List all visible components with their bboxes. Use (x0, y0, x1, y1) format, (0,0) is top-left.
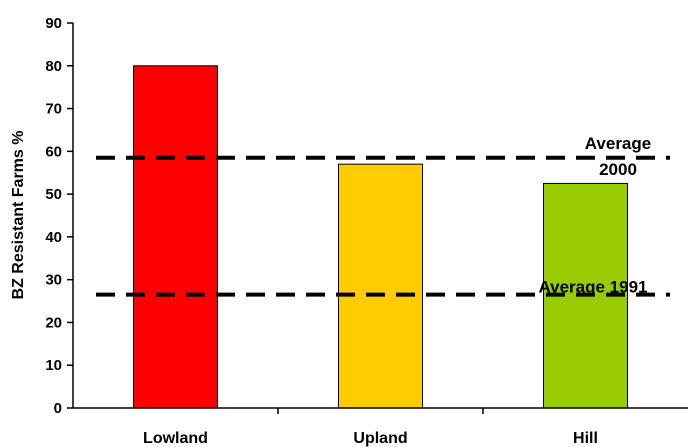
bar-upland (338, 163, 423, 409)
x-axis-ticks: Lowland Upland Hill (143, 408, 598, 447)
y-tick-label: 70 (45, 101, 62, 118)
y-tick-label: 0 (54, 400, 62, 417)
x-tick-label: Upland (353, 430, 407, 447)
axes (72, 23, 688, 409)
y-tick-label: 60 (45, 143, 62, 160)
reference-line-label: 2000 (599, 160, 637, 179)
y-tick-label: 40 (45, 229, 62, 246)
x-tick-label: Lowland (143, 430, 208, 447)
y-axis-ticks: 0 10 20 30 40 50 60 70 80 90 (45, 15, 73, 417)
y-tick-label: 90 (45, 15, 62, 32)
y-tick-label: 80 (45, 58, 62, 75)
x-tick-label: Hill (573, 430, 598, 447)
y-tick-label: 30 (45, 272, 62, 289)
reference-line-label: Average 1991 (538, 278, 647, 297)
y-tick-label: 20 (45, 314, 62, 331)
y-tick-label: 50 (45, 186, 62, 203)
y-tick-label: 10 (45, 357, 62, 374)
bars (133, 65, 628, 409)
bar-lowland (133, 65, 218, 409)
y-axis-label: BZ Resistant Farms % (10, 131, 27, 300)
reference-line-label: Average (585, 134, 651, 153)
reference-lines: Average 2000 Average 1991 (96, 134, 670, 297)
